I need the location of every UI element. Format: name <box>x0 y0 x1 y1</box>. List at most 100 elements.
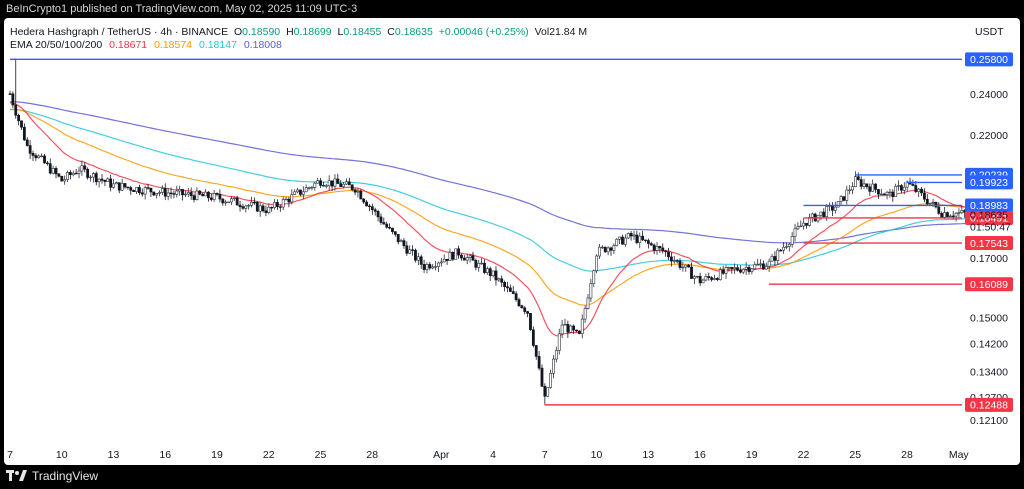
candle-body <box>649 243 653 246</box>
candle-body <box>859 179 863 187</box>
y-tick-label: 0.24000 <box>970 89 1008 101</box>
candle-body <box>276 202 279 207</box>
support-level-label: 0.16089 <box>970 279 1008 291</box>
candle-body <box>396 234 400 243</box>
candle-body <box>508 287 512 292</box>
support-level-tag <box>965 277 1013 292</box>
candle-body <box>848 189 852 192</box>
candle-body <box>900 185 903 191</box>
candle-body <box>701 279 705 284</box>
x-tick-label: 25 <box>849 449 861 461</box>
candle-body <box>523 307 527 312</box>
candle-body <box>224 201 228 204</box>
candle-body <box>503 282 506 287</box>
candle-body <box>675 260 679 262</box>
candle-body <box>261 205 265 212</box>
candle-body <box>293 191 297 195</box>
candle-body <box>408 249 412 254</box>
candle-body <box>376 211 380 218</box>
candle-body <box>626 233 630 239</box>
ema20-line <box>9 102 974 337</box>
candle-body <box>419 256 423 265</box>
candle-body <box>204 191 207 197</box>
candle-body <box>439 261 443 264</box>
candle-body <box>526 311 530 314</box>
candle-body <box>882 193 886 196</box>
candle-body <box>425 264 429 270</box>
candle-body <box>960 210 964 213</box>
candle-body <box>54 168 58 175</box>
support-level-label: 0.17543 <box>970 238 1008 250</box>
candle-body <box>388 227 391 229</box>
current-price-label: 0.18635 <box>970 209 1008 221</box>
x-tick-label: 22 <box>798 449 810 461</box>
candle-body <box>114 182 118 185</box>
candle-body <box>241 206 245 209</box>
candle-body <box>152 191 156 196</box>
candle-body <box>695 275 699 278</box>
candle-body <box>287 198 291 203</box>
resistance-level-tag <box>965 52 1013 67</box>
candle-body <box>330 180 334 187</box>
x-tick-label: Apr <box>433 449 450 461</box>
candle-body <box>891 191 895 198</box>
candle-body <box>135 187 138 192</box>
candle-body <box>175 190 179 195</box>
candle-body <box>940 213 944 218</box>
candle-body <box>566 323 570 333</box>
chart-panel[interactable] <box>4 18 1020 465</box>
candle-body <box>575 329 578 332</box>
candle-body <box>158 192 161 194</box>
x-tick-label: 13 <box>642 449 654 461</box>
candle-body <box>235 197 239 206</box>
candle-body <box>669 256 673 262</box>
candle-body <box>60 175 64 182</box>
candle-body <box>600 246 604 249</box>
candle-body <box>474 260 478 268</box>
resistance-level-label: 0.19923 <box>970 177 1008 189</box>
candle-body <box>181 189 184 196</box>
candle-body <box>382 222 386 225</box>
symbol-legend: Hedera Hashgraph / TetherUS · 4h · BINAN… <box>10 26 590 38</box>
candle-body <box>97 178 101 183</box>
candle-body <box>51 168 55 174</box>
candle-body <box>238 204 242 207</box>
candle-body <box>304 187 308 193</box>
candle-body <box>31 153 35 156</box>
candle-body <box>661 247 665 252</box>
candle-body <box>529 313 532 331</box>
candle-body <box>195 190 199 200</box>
y-tick-label: 0.15000 <box>970 313 1008 325</box>
candle-body <box>767 260 771 267</box>
candle-body <box>678 260 682 268</box>
candle-body <box>405 245 409 254</box>
candle-body <box>43 155 46 164</box>
candle-body <box>290 194 294 203</box>
candle-body <box>603 246 607 253</box>
candle-body <box>586 297 590 309</box>
candle-body <box>951 215 955 218</box>
candle-body <box>937 206 941 214</box>
candle-body <box>819 211 823 216</box>
ohlc-high-value: 0.18699 <box>293 26 332 38</box>
candle-body <box>534 345 538 357</box>
candle-body <box>112 183 115 188</box>
candle-body <box>68 172 72 176</box>
candle-body <box>80 165 84 172</box>
x-tick-label: 25 <box>315 449 327 461</box>
candle-body <box>71 172 75 176</box>
candle-body <box>129 187 133 191</box>
x-tick-label: 28 <box>366 449 378 461</box>
candle-body <box>333 178 337 187</box>
candle-body <box>428 264 432 269</box>
ohlc-open-label: O <box>234 26 243 38</box>
candle-body <box>25 139 29 146</box>
candle-body <box>20 120 23 128</box>
candle-body <box>57 173 61 177</box>
candle-body <box>842 196 846 201</box>
footer-brand: TradingView <box>6 469 98 483</box>
candle-body <box>22 126 26 141</box>
candle-body <box>681 266 685 269</box>
candle-body <box>738 269 742 273</box>
